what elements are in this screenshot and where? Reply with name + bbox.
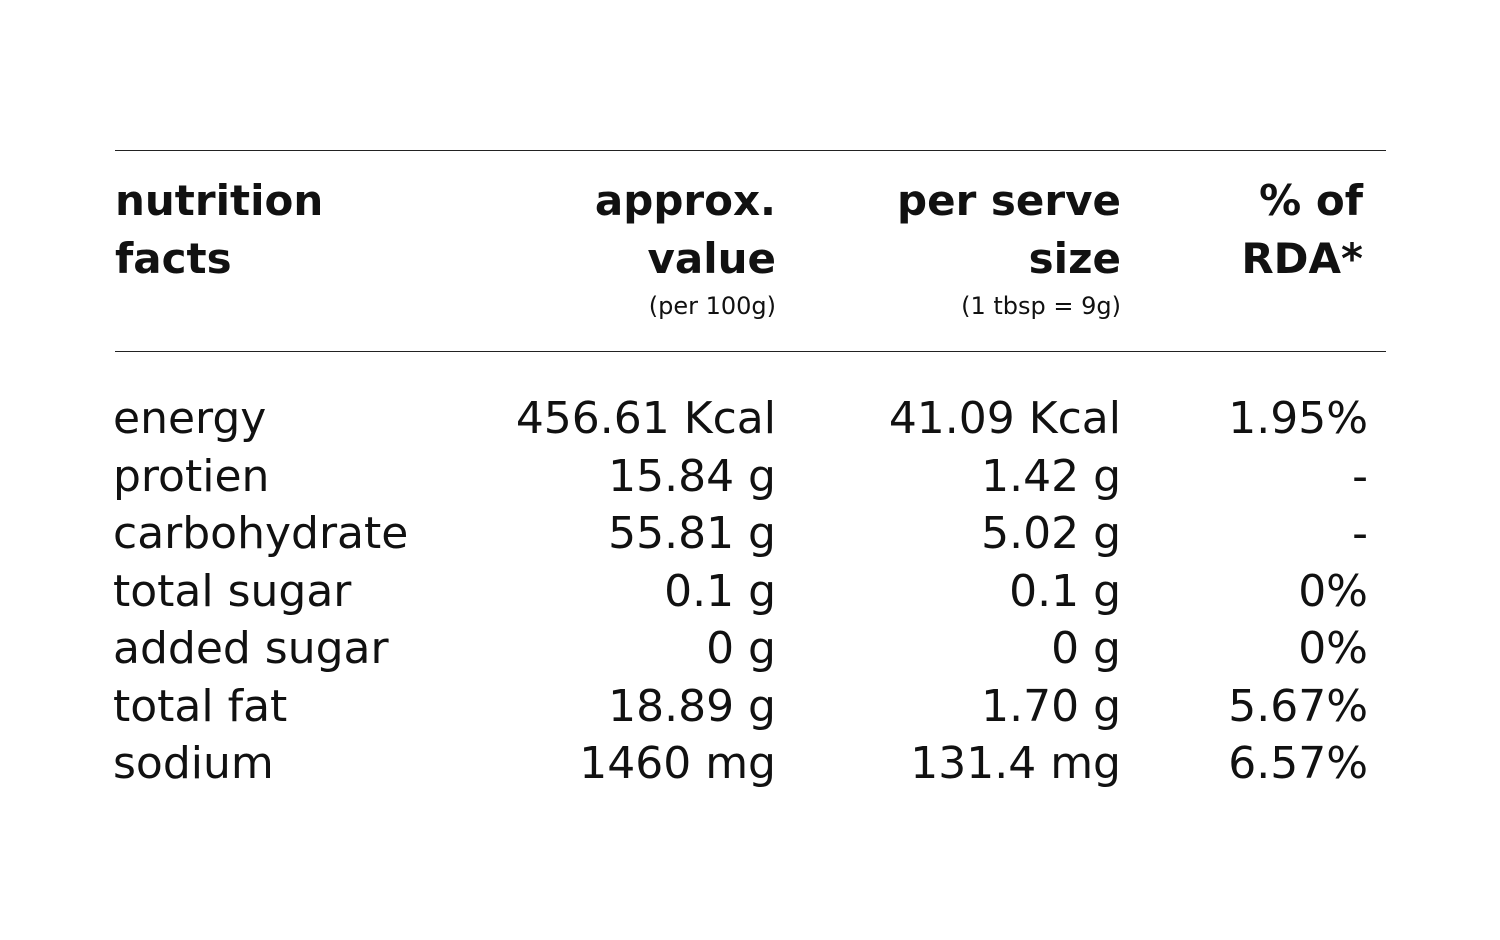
cell-value: 0 g xyxy=(706,623,776,674)
column-header: facts xyxy=(115,234,232,283)
cell-value: 0% xyxy=(1298,565,1368,617)
column-note: (1 tbsp = 9g) xyxy=(961,292,1121,320)
cell-value: - xyxy=(1352,450,1368,502)
cell-value: - xyxy=(1352,508,1368,559)
cell-value: 1.70 g xyxy=(981,680,1121,732)
cell-value: 6.57% xyxy=(1228,738,1368,789)
row-label: energy xyxy=(113,393,267,444)
cell-value: 131.4 mg xyxy=(910,738,1121,789)
column-header: value xyxy=(647,234,776,283)
column-header: % of xyxy=(1259,176,1363,225)
column-header: approx. xyxy=(594,176,776,225)
row-label: protien xyxy=(113,450,270,502)
cell-value: 0 g xyxy=(1051,623,1121,674)
header-rule xyxy=(115,351,1386,352)
cell-value: 456.61 Kcal xyxy=(515,393,776,444)
cell-value: 5.67% xyxy=(1228,680,1368,732)
row-label: carbohydrate xyxy=(113,508,409,559)
row-label: added sugar xyxy=(113,623,389,674)
column-header: nutrition xyxy=(115,176,324,225)
cell-value: 15.84 g xyxy=(608,450,776,502)
cell-value: 0.1 g xyxy=(664,565,776,617)
cell-value: 0.1 g xyxy=(1009,565,1121,617)
cell-value: 55.81 g xyxy=(608,508,776,559)
row-label: sodium xyxy=(113,738,274,789)
row-label: total sugar xyxy=(113,565,352,617)
cell-value: 1.42 g xyxy=(981,450,1121,502)
cell-value: 18.89 g xyxy=(608,680,776,732)
column-header: size xyxy=(1028,234,1121,283)
cell-value: 5.02 g xyxy=(981,508,1121,559)
column-header: RDA* xyxy=(1241,234,1363,283)
cell-value: 0% xyxy=(1298,623,1368,674)
top-rule xyxy=(115,150,1386,151)
cell-value: 41.09 Kcal xyxy=(888,393,1121,444)
cell-value: 1.95% xyxy=(1228,393,1368,444)
column-note: (per 100g) xyxy=(648,292,776,320)
column-header: per serve xyxy=(897,176,1121,225)
cell-value: 1460 mg xyxy=(579,738,776,789)
row-label: total fat xyxy=(113,680,288,732)
